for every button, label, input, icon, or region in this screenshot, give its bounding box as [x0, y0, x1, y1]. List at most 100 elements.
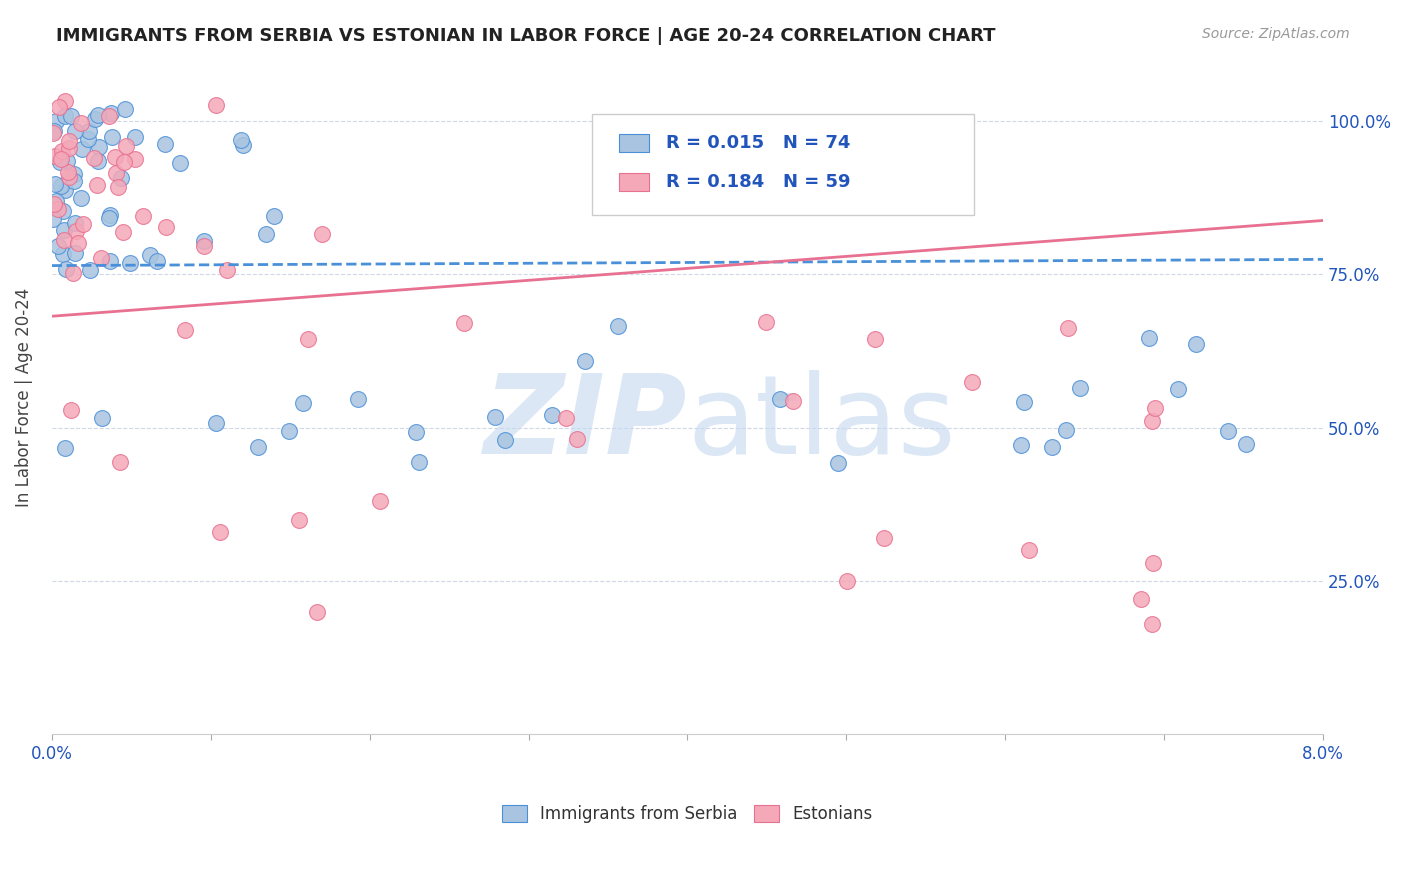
Text: R = 0.184   N = 59: R = 0.184 N = 59 — [666, 173, 851, 191]
Point — [292, 396, 315, 410]
Point — [58, 140, 80, 154]
Point — [46, 202, 69, 216]
Point — [51, 145, 73, 159]
Point — [104, 150, 127, 164]
Point — [247, 440, 270, 454]
Point — [835, 574, 858, 588]
Text: IMMIGRANTS FROM SERBIA VS ESTONIAN IN LABOR FORCE | AGE 20-24 CORRELATION CHART: IMMIGRANTS FROM SERBIA VS ESTONIAN IN LA… — [56, 27, 995, 45]
FancyBboxPatch shape — [619, 134, 650, 152]
Point — [229, 133, 252, 147]
Point — [494, 433, 516, 447]
Point — [555, 410, 578, 425]
Point — [138, 248, 160, 262]
Point — [45, 194, 67, 209]
Point — [45, 113, 67, 128]
Point — [42, 124, 65, 138]
Point — [53, 110, 76, 124]
Point — [484, 409, 506, 424]
Point — [297, 332, 319, 346]
Point — [118, 256, 141, 270]
Point — [56, 164, 79, 178]
FancyBboxPatch shape — [619, 173, 650, 191]
Point — [56, 153, 79, 168]
Point — [155, 220, 177, 235]
Point — [62, 174, 84, 188]
Point — [53, 441, 76, 455]
FancyBboxPatch shape — [592, 113, 973, 215]
Point — [1234, 437, 1257, 451]
Point — [62, 168, 84, 182]
Point — [53, 183, 76, 197]
Point — [70, 142, 93, 156]
Point — [86, 178, 108, 192]
Point — [52, 223, 75, 237]
Point — [277, 424, 299, 438]
Point — [307, 605, 329, 619]
Point — [174, 323, 197, 337]
Point — [232, 137, 254, 152]
Point — [405, 425, 427, 439]
Point — [112, 155, 135, 169]
Point — [51, 179, 73, 194]
Point — [288, 513, 311, 527]
Point — [49, 154, 72, 169]
Point — [107, 179, 129, 194]
Point — [115, 138, 138, 153]
Text: atlas: atlas — [688, 370, 956, 477]
Point — [114, 102, 136, 116]
Point — [65, 224, 87, 238]
Point — [311, 227, 333, 242]
Point — [1130, 592, 1153, 607]
Point — [541, 408, 564, 422]
Point — [62, 266, 84, 280]
Point — [65, 123, 87, 137]
Legend: Immigrants from Serbia, Estonians: Immigrants from Serbia, Estonians — [494, 797, 882, 831]
Point — [98, 254, 121, 268]
Point — [46, 238, 69, 252]
Point — [453, 316, 475, 330]
Point — [67, 235, 90, 250]
Point — [97, 211, 120, 226]
Point — [193, 238, 215, 252]
Point — [91, 410, 114, 425]
Point — [782, 394, 804, 409]
Text: ZIP: ZIP — [484, 370, 688, 477]
Point — [97, 109, 120, 123]
Point — [53, 94, 76, 108]
Y-axis label: In Labor Force | Age 20-24: In Labor Force | Age 20-24 — [15, 287, 32, 507]
Point — [1216, 424, 1239, 438]
Point — [79, 262, 101, 277]
Point — [1012, 394, 1035, 409]
Point — [1040, 441, 1063, 455]
Point — [42, 211, 65, 226]
Point — [87, 108, 110, 122]
Point — [1140, 616, 1163, 631]
Point — [44, 177, 66, 191]
Point — [1142, 556, 1164, 570]
Point — [110, 171, 132, 186]
Point — [69, 191, 91, 205]
Point — [70, 116, 93, 130]
Point — [827, 456, 849, 470]
Point — [1069, 381, 1091, 395]
Point — [42, 126, 65, 140]
Point — [49, 153, 72, 167]
Point — [110, 455, 132, 469]
Point — [101, 130, 124, 145]
Point — [63, 216, 86, 230]
Point — [1054, 424, 1077, 438]
Point — [58, 169, 80, 184]
Point — [263, 210, 285, 224]
Text: Source: ZipAtlas.com: Source: ZipAtlas.com — [1202, 27, 1350, 41]
Text: R = 0.015   N = 74: R = 0.015 N = 74 — [666, 134, 851, 152]
Point — [52, 233, 75, 247]
Point — [51, 246, 73, 260]
Point — [1056, 320, 1078, 334]
Point — [217, 263, 239, 277]
Point — [193, 234, 215, 248]
Point — [98, 208, 121, 222]
Point — [55, 261, 77, 276]
Point — [63, 246, 86, 260]
Point — [59, 108, 82, 122]
Point — [607, 318, 630, 333]
